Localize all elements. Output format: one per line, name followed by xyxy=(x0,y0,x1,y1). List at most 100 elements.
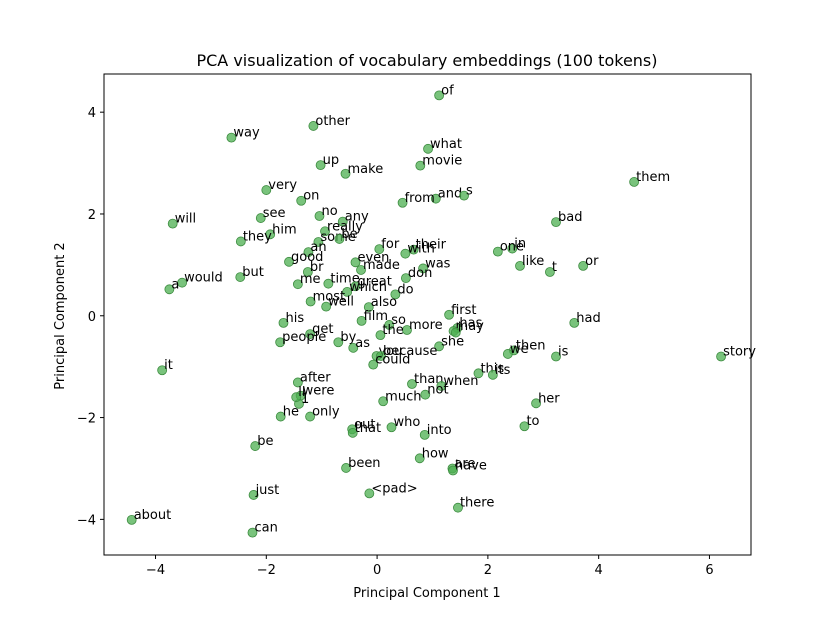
point-label: story xyxy=(723,344,756,359)
point-label: to xyxy=(526,414,539,429)
scatter-point xyxy=(167,218,178,229)
scatter-point xyxy=(247,527,258,538)
point-label: there xyxy=(460,496,494,511)
point-label: him xyxy=(272,222,297,237)
ticks-layer: −4 −2 0 2 4 6 −4 −2 0 2 4 xyxy=(77,106,714,578)
point-label: one xyxy=(500,240,524,255)
point-label: are xyxy=(454,456,475,471)
scatter-point xyxy=(515,260,525,271)
scatter-point xyxy=(415,160,426,171)
point-label: don xyxy=(408,266,432,281)
point-label: most xyxy=(313,290,346,305)
point-label: other xyxy=(315,114,350,129)
scatter-point xyxy=(303,247,314,258)
point-label: film xyxy=(364,309,388,324)
point-label: be xyxy=(341,227,357,242)
scatter-point xyxy=(430,193,441,204)
scatter-point xyxy=(350,257,361,268)
scatter-point xyxy=(305,329,315,339)
point-label: make xyxy=(348,162,384,177)
point-label: has xyxy=(459,316,482,331)
y-tick-label: 4 xyxy=(88,106,96,121)
point-label: than xyxy=(414,372,444,387)
x-axis-label: Principal Component 1 xyxy=(353,586,500,601)
scatter-point xyxy=(177,277,188,288)
point-label: not xyxy=(427,383,448,398)
point-label: up xyxy=(323,153,340,168)
scatter-point xyxy=(420,389,431,400)
point-label: only xyxy=(312,405,340,420)
point-label: much xyxy=(385,389,421,404)
scatter-point xyxy=(453,502,463,513)
chart-title: PCA visualization of vocabulary embeddin… xyxy=(196,51,657,70)
x-tick-label: −2 xyxy=(257,563,276,578)
point-label: well xyxy=(328,295,354,310)
point-label: is xyxy=(558,344,569,359)
scatter-point xyxy=(333,337,344,348)
scatter-point xyxy=(315,160,326,171)
x-tick-label: 0 xyxy=(373,563,381,578)
point-label: she xyxy=(441,334,464,349)
scatter-point xyxy=(275,411,286,422)
scatter-point xyxy=(408,244,419,255)
point-label: just xyxy=(255,483,280,498)
point-label: he xyxy=(283,405,299,420)
point-label: be xyxy=(257,434,273,449)
scatter-point xyxy=(320,226,330,237)
point-label: any xyxy=(345,210,369,225)
y-tick-label: −2 xyxy=(77,412,96,427)
point-label: been xyxy=(348,456,381,471)
scatter-point xyxy=(448,465,458,476)
scatter-point xyxy=(302,267,313,277)
point-label: on xyxy=(303,189,319,204)
point-label: people xyxy=(282,330,326,345)
point-label: out xyxy=(354,417,375,432)
scatter-point xyxy=(292,279,303,290)
scatter-point xyxy=(157,365,168,376)
scatter-point xyxy=(334,234,345,244)
scatter-point xyxy=(378,396,389,407)
scatter-point xyxy=(569,317,580,328)
scatter-point xyxy=(507,243,518,254)
point-label: can xyxy=(254,521,277,536)
scatter-point xyxy=(364,488,375,499)
scatter-point xyxy=(126,514,137,525)
scatter-point xyxy=(356,315,367,326)
point-label: br xyxy=(310,260,324,275)
scatter-point xyxy=(400,248,411,259)
point-label: even xyxy=(357,250,389,265)
scatter-point xyxy=(375,330,386,341)
x-tick-label: −4 xyxy=(146,563,165,578)
y-axis-label: Principal Component 2 xyxy=(53,242,68,389)
scatter-point xyxy=(551,351,561,362)
point-label: really xyxy=(327,219,363,234)
scatter-point xyxy=(434,341,445,352)
scatter-point xyxy=(164,284,175,295)
scatter-point xyxy=(305,411,315,422)
point-label: also xyxy=(371,295,397,310)
scatter-point xyxy=(492,246,503,257)
point-label: we xyxy=(510,342,529,357)
scatter-point xyxy=(386,422,397,433)
point-label: so xyxy=(391,313,406,328)
point-label: good xyxy=(291,250,323,265)
point-label: when xyxy=(443,374,478,389)
point-label: this xyxy=(480,361,504,376)
point-label: will xyxy=(175,212,196,227)
scatter-point xyxy=(363,302,374,313)
point-label: her xyxy=(538,391,560,406)
scatter-point xyxy=(308,121,319,131)
point-label: see xyxy=(263,206,286,221)
y-tick-label: 2 xyxy=(88,208,96,223)
scatter-point xyxy=(450,327,461,338)
point-label: very xyxy=(268,178,297,193)
point-label: had xyxy=(576,311,600,326)
scatter-point xyxy=(531,398,541,409)
scatter-point xyxy=(235,272,246,282)
point-label: great xyxy=(357,274,391,289)
point-label: after xyxy=(300,370,331,385)
point-label: bad xyxy=(558,210,582,225)
scatter-point xyxy=(340,168,351,179)
point-label: with xyxy=(407,242,435,257)
scatter-point xyxy=(275,337,286,348)
